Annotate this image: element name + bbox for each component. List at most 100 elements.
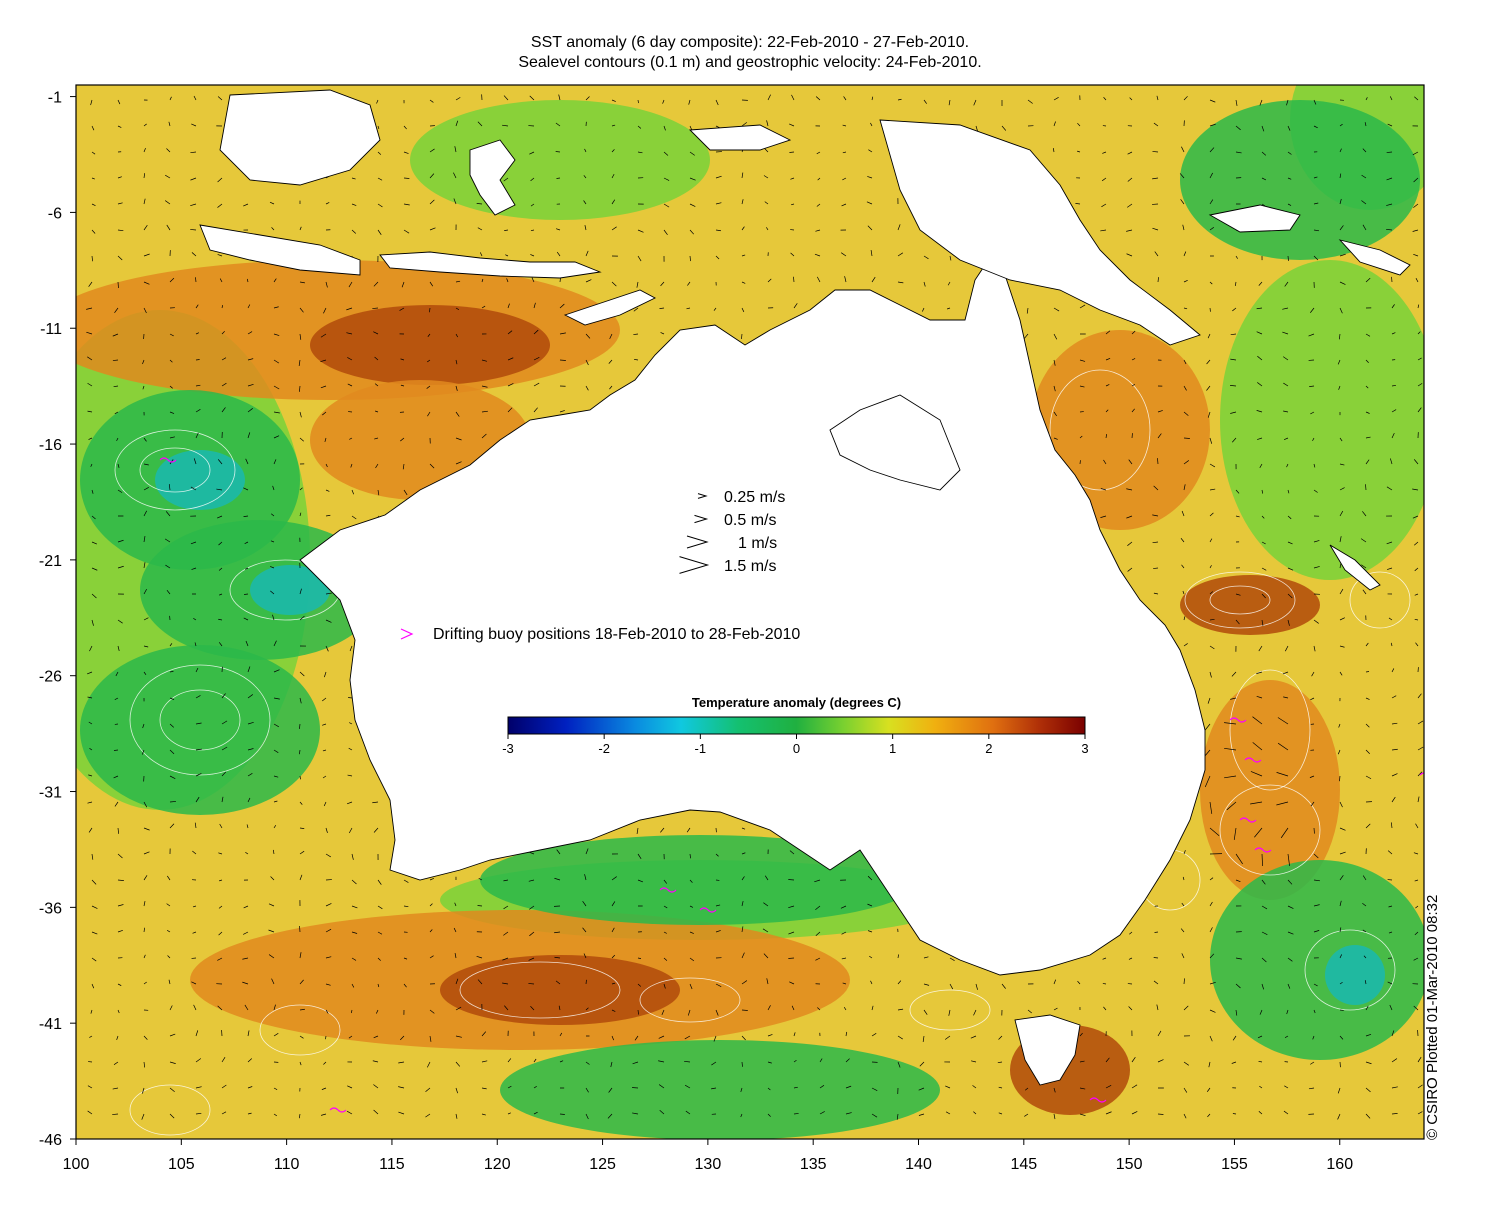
velocity-arrow xyxy=(741,876,745,881)
velocity-arrow xyxy=(741,333,743,340)
buoy-track xyxy=(1254,847,1272,853)
velocity-arrow xyxy=(1207,333,1211,339)
velocity-arrow xyxy=(582,927,587,933)
velocity-arrow xyxy=(1131,1111,1138,1115)
velocity-arrow xyxy=(453,172,457,179)
velocity-arrow xyxy=(1313,566,1320,569)
velocity-arrow xyxy=(1235,515,1240,518)
velocity-arrow xyxy=(1386,203,1393,206)
velocity-arrow xyxy=(117,463,120,468)
velocity-arrow xyxy=(948,99,951,106)
velocity-arrow xyxy=(1337,1087,1341,1094)
velocity-arrow xyxy=(1390,458,1393,465)
velocity-arrow xyxy=(481,1060,488,1063)
velocity-arrow xyxy=(143,645,149,648)
velocity-arrow xyxy=(1339,253,1346,257)
velocity-arrow xyxy=(351,983,355,988)
velocity-arrow xyxy=(1183,484,1186,491)
velocity-arrow xyxy=(1360,538,1367,543)
velocity-arrow xyxy=(1339,123,1343,127)
velocity-arrow xyxy=(195,1058,202,1063)
velocity-arrow xyxy=(897,1061,901,1068)
velocity-arrow xyxy=(325,853,331,858)
velocity-arrow xyxy=(1417,1111,1423,1115)
velocity-arrow xyxy=(1283,382,1289,387)
velocity-arrow xyxy=(168,121,171,127)
velocity-arrow xyxy=(1235,151,1242,154)
velocity-arrow xyxy=(715,930,721,933)
velocity-arrow xyxy=(346,332,353,335)
velocity-arrow xyxy=(689,151,695,156)
warm-anomaly-patch xyxy=(310,305,550,385)
velocity-arrow xyxy=(193,458,197,465)
velocity-arrow xyxy=(195,748,202,751)
velocity-arrow xyxy=(481,305,486,309)
sealevel-contour xyxy=(114,429,236,511)
velocity-arrow xyxy=(1153,485,1159,491)
velocity-arrow xyxy=(1284,645,1289,652)
velocity-arrow xyxy=(1209,227,1215,231)
velocity-arrow xyxy=(530,177,535,182)
velocity-arrow xyxy=(1387,981,1393,985)
velocity-arrow xyxy=(1209,437,1213,444)
velocity-arrow xyxy=(1100,488,1107,491)
velocity-arrow xyxy=(455,437,462,441)
velocity-arrow xyxy=(1180,199,1185,205)
velocity-arrow xyxy=(1365,1033,1372,1037)
velocity-arrow xyxy=(1129,97,1133,101)
velocity-scale-label: 0.5 m/s xyxy=(724,512,776,529)
velocity-arrow xyxy=(1313,255,1319,261)
velocity-arrow xyxy=(1365,775,1372,780)
velocity-arrow xyxy=(843,96,847,101)
velocity-arrow xyxy=(637,1009,639,1015)
velocity-arrow xyxy=(684,1060,691,1063)
velocity-arrow xyxy=(1287,593,1293,599)
velocity-arrow xyxy=(1362,224,1367,231)
velocity-arrow xyxy=(1128,1006,1133,1011)
velocity-arrow xyxy=(141,1113,145,1120)
velocity-arrow xyxy=(400,437,405,442)
velocity-arrow xyxy=(398,1061,405,1064)
velocity-arrow xyxy=(1413,459,1419,465)
velocity-arrow xyxy=(1224,722,1237,725)
velocity-arrow xyxy=(844,276,847,283)
cold-anomaly-patch xyxy=(250,565,330,615)
velocity-arrow xyxy=(1256,410,1263,413)
velocity-arrow xyxy=(299,827,305,829)
velocity-arrow xyxy=(867,176,873,179)
velocity-arrow xyxy=(687,1009,691,1016)
velocity-arrow xyxy=(789,123,795,127)
velocity-arrow xyxy=(533,302,536,309)
velocity-arrow xyxy=(117,879,124,881)
velocity-arrow xyxy=(377,177,383,181)
velocity-arrow xyxy=(819,1058,823,1063)
velocity-arrow xyxy=(741,980,748,985)
velocity-arrow xyxy=(221,1111,227,1115)
velocity-arrow xyxy=(1413,1005,1419,1011)
velocity-arrow xyxy=(1157,277,1159,283)
velocity-arrow xyxy=(271,227,275,231)
velocity-arrow xyxy=(1365,411,1370,414)
velocity-arrow xyxy=(325,592,332,595)
velocity-arrow xyxy=(377,957,381,961)
velocity-arrow xyxy=(1413,852,1419,855)
velocity-arrow xyxy=(1339,588,1344,595)
velocity-arrow xyxy=(481,278,484,283)
velocity-arrow xyxy=(403,203,410,206)
velocity-arrow xyxy=(91,957,97,962)
velocity-arrow xyxy=(1339,827,1346,831)
velocity-arrow xyxy=(403,151,409,154)
velocity-arrow xyxy=(453,927,457,933)
velocity-arrow xyxy=(247,331,253,335)
velocity-arrow xyxy=(429,878,435,881)
velocity-arrow xyxy=(1103,97,1107,101)
velocity-arrow xyxy=(191,252,197,257)
velocity-arrow xyxy=(325,645,329,652)
velocity-arrow xyxy=(1053,359,1056,366)
velocity-arrow xyxy=(1230,697,1237,700)
velocity-arrow xyxy=(1386,486,1393,491)
velocity-arrow xyxy=(1209,463,1216,468)
velocity-arrow xyxy=(400,358,405,361)
velocity-arrow xyxy=(1075,203,1081,205)
velocity-arrow xyxy=(1283,696,1289,699)
